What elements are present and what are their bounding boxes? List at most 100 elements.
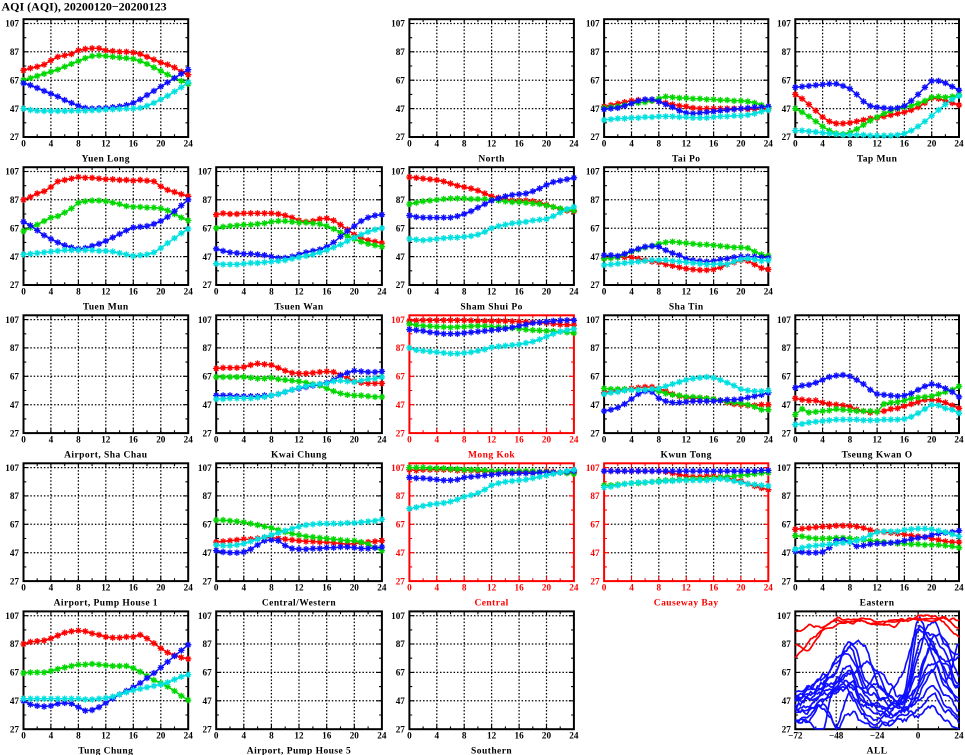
svg-text:4: 4: [435, 139, 440, 149]
svg-text:12: 12: [101, 583, 111, 593]
svg-text:North: North: [478, 155, 505, 165]
svg-text:0: 0: [214, 731, 219, 741]
svg-text:107: 107: [586, 19, 600, 29]
svg-text:24: 24: [764, 435, 774, 445]
svg-text:12: 12: [682, 435, 692, 445]
svg-text:87: 87: [782, 491, 792, 501]
svg-text:87: 87: [396, 195, 406, 205]
svg-text:4: 4: [242, 731, 247, 741]
svg-text:47: 47: [782, 696, 792, 706]
svg-text:12: 12: [873, 139, 883, 149]
svg-text:Airport, Pump House 1: Airport, Pump House 1: [54, 599, 158, 609]
svg-text:12: 12: [682, 583, 692, 593]
svg-text:47: 47: [10, 696, 20, 706]
svg-text:27: 27: [203, 724, 213, 734]
svg-text:47: 47: [396, 104, 406, 114]
svg-text:24: 24: [184, 287, 194, 297]
svg-text:87: 87: [10, 343, 20, 353]
svg-text:0: 0: [602, 435, 607, 445]
svg-text:24: 24: [184, 731, 194, 741]
svg-text:107: 107: [586, 315, 600, 325]
svg-text:8: 8: [462, 139, 467, 149]
svg-text:47: 47: [590, 252, 600, 262]
svg-text:27: 27: [590, 132, 600, 142]
svg-text:20: 20: [156, 139, 166, 149]
svg-text:8: 8: [76, 583, 81, 593]
svg-text:24: 24: [569, 287, 579, 297]
svg-text:67: 67: [10, 372, 20, 382]
svg-text:4: 4: [242, 287, 247, 297]
svg-text:Airport, Sha Chau: Airport, Sha Chau: [64, 451, 148, 461]
svg-text:4: 4: [435, 287, 440, 297]
svg-text:47: 47: [10, 548, 20, 558]
svg-text:12: 12: [101, 287, 111, 297]
svg-text:8: 8: [76, 731, 81, 741]
svg-text:12: 12: [294, 435, 304, 445]
svg-text:ALL: ALL: [867, 747, 888, 755]
svg-text:4: 4: [435, 731, 440, 741]
svg-text:12: 12: [294, 583, 304, 593]
svg-text:Eastern: Eastern: [860, 599, 895, 609]
svg-text:0: 0: [21, 139, 26, 149]
svg-text:87: 87: [10, 195, 20, 205]
svg-text:67: 67: [10, 223, 20, 233]
svg-text:16: 16: [900, 435, 910, 445]
svg-text:24: 24: [377, 287, 387, 297]
svg-text:107: 107: [5, 611, 19, 621]
svg-text:67: 67: [590, 372, 600, 382]
svg-text:8: 8: [462, 435, 467, 445]
svg-text:8: 8: [657, 435, 662, 445]
svg-text:24: 24: [377, 731, 387, 741]
svg-text:67: 67: [396, 372, 406, 382]
svg-text:67: 67: [396, 75, 406, 85]
svg-text:−48: −48: [829, 731, 844, 741]
svg-text:47: 47: [782, 104, 792, 114]
svg-text:27: 27: [782, 428, 792, 438]
svg-text:20: 20: [736, 583, 746, 593]
svg-text:0: 0: [407, 139, 412, 149]
svg-text:107: 107: [586, 463, 600, 473]
svg-text:24: 24: [569, 435, 579, 445]
svg-text:12: 12: [682, 139, 692, 149]
svg-text:Tung Chung: Tung Chung: [78, 747, 133, 755]
svg-text:87: 87: [396, 47, 406, 57]
svg-text:24: 24: [954, 583, 964, 593]
svg-text:107: 107: [586, 167, 600, 177]
svg-text:4: 4: [49, 583, 54, 593]
svg-text:20: 20: [542, 139, 552, 149]
svg-text:20: 20: [350, 583, 360, 593]
svg-text:107: 107: [777, 19, 791, 29]
svg-text:4: 4: [629, 139, 634, 149]
svg-text:0: 0: [21, 583, 26, 593]
svg-text:12: 12: [101, 435, 111, 445]
svg-text:4: 4: [49, 139, 54, 149]
svg-text:AQI (AQI), 20200120−20200123: AQI (AQI), 20200120−20200123: [2, 0, 167, 14]
svg-text:12: 12: [294, 287, 304, 297]
svg-text:27: 27: [10, 428, 20, 438]
svg-text:8: 8: [462, 731, 467, 741]
svg-text:27: 27: [203, 576, 213, 586]
svg-text:4: 4: [49, 731, 54, 741]
svg-text:87: 87: [590, 47, 600, 57]
svg-text:Central: Central: [474, 599, 508, 609]
svg-text:20: 20: [736, 435, 746, 445]
svg-text:8: 8: [76, 287, 81, 297]
svg-text:24: 24: [569, 139, 579, 149]
svg-text:107: 107: [777, 611, 791, 621]
svg-text:8: 8: [657, 583, 662, 593]
svg-text:67: 67: [396, 520, 406, 530]
svg-text:16: 16: [515, 583, 525, 593]
svg-text:27: 27: [590, 576, 600, 586]
svg-text:27: 27: [10, 724, 20, 734]
svg-text:24: 24: [764, 139, 774, 149]
svg-text:47: 47: [590, 400, 600, 410]
svg-text:47: 47: [203, 696, 213, 706]
svg-text:0: 0: [214, 583, 219, 593]
svg-text:20: 20: [927, 139, 937, 149]
svg-text:107: 107: [5, 315, 19, 325]
svg-text:67: 67: [782, 372, 792, 382]
svg-text:4: 4: [820, 435, 825, 445]
svg-text:24: 24: [954, 139, 964, 149]
svg-text:16: 16: [709, 139, 719, 149]
svg-text:8: 8: [848, 583, 853, 593]
